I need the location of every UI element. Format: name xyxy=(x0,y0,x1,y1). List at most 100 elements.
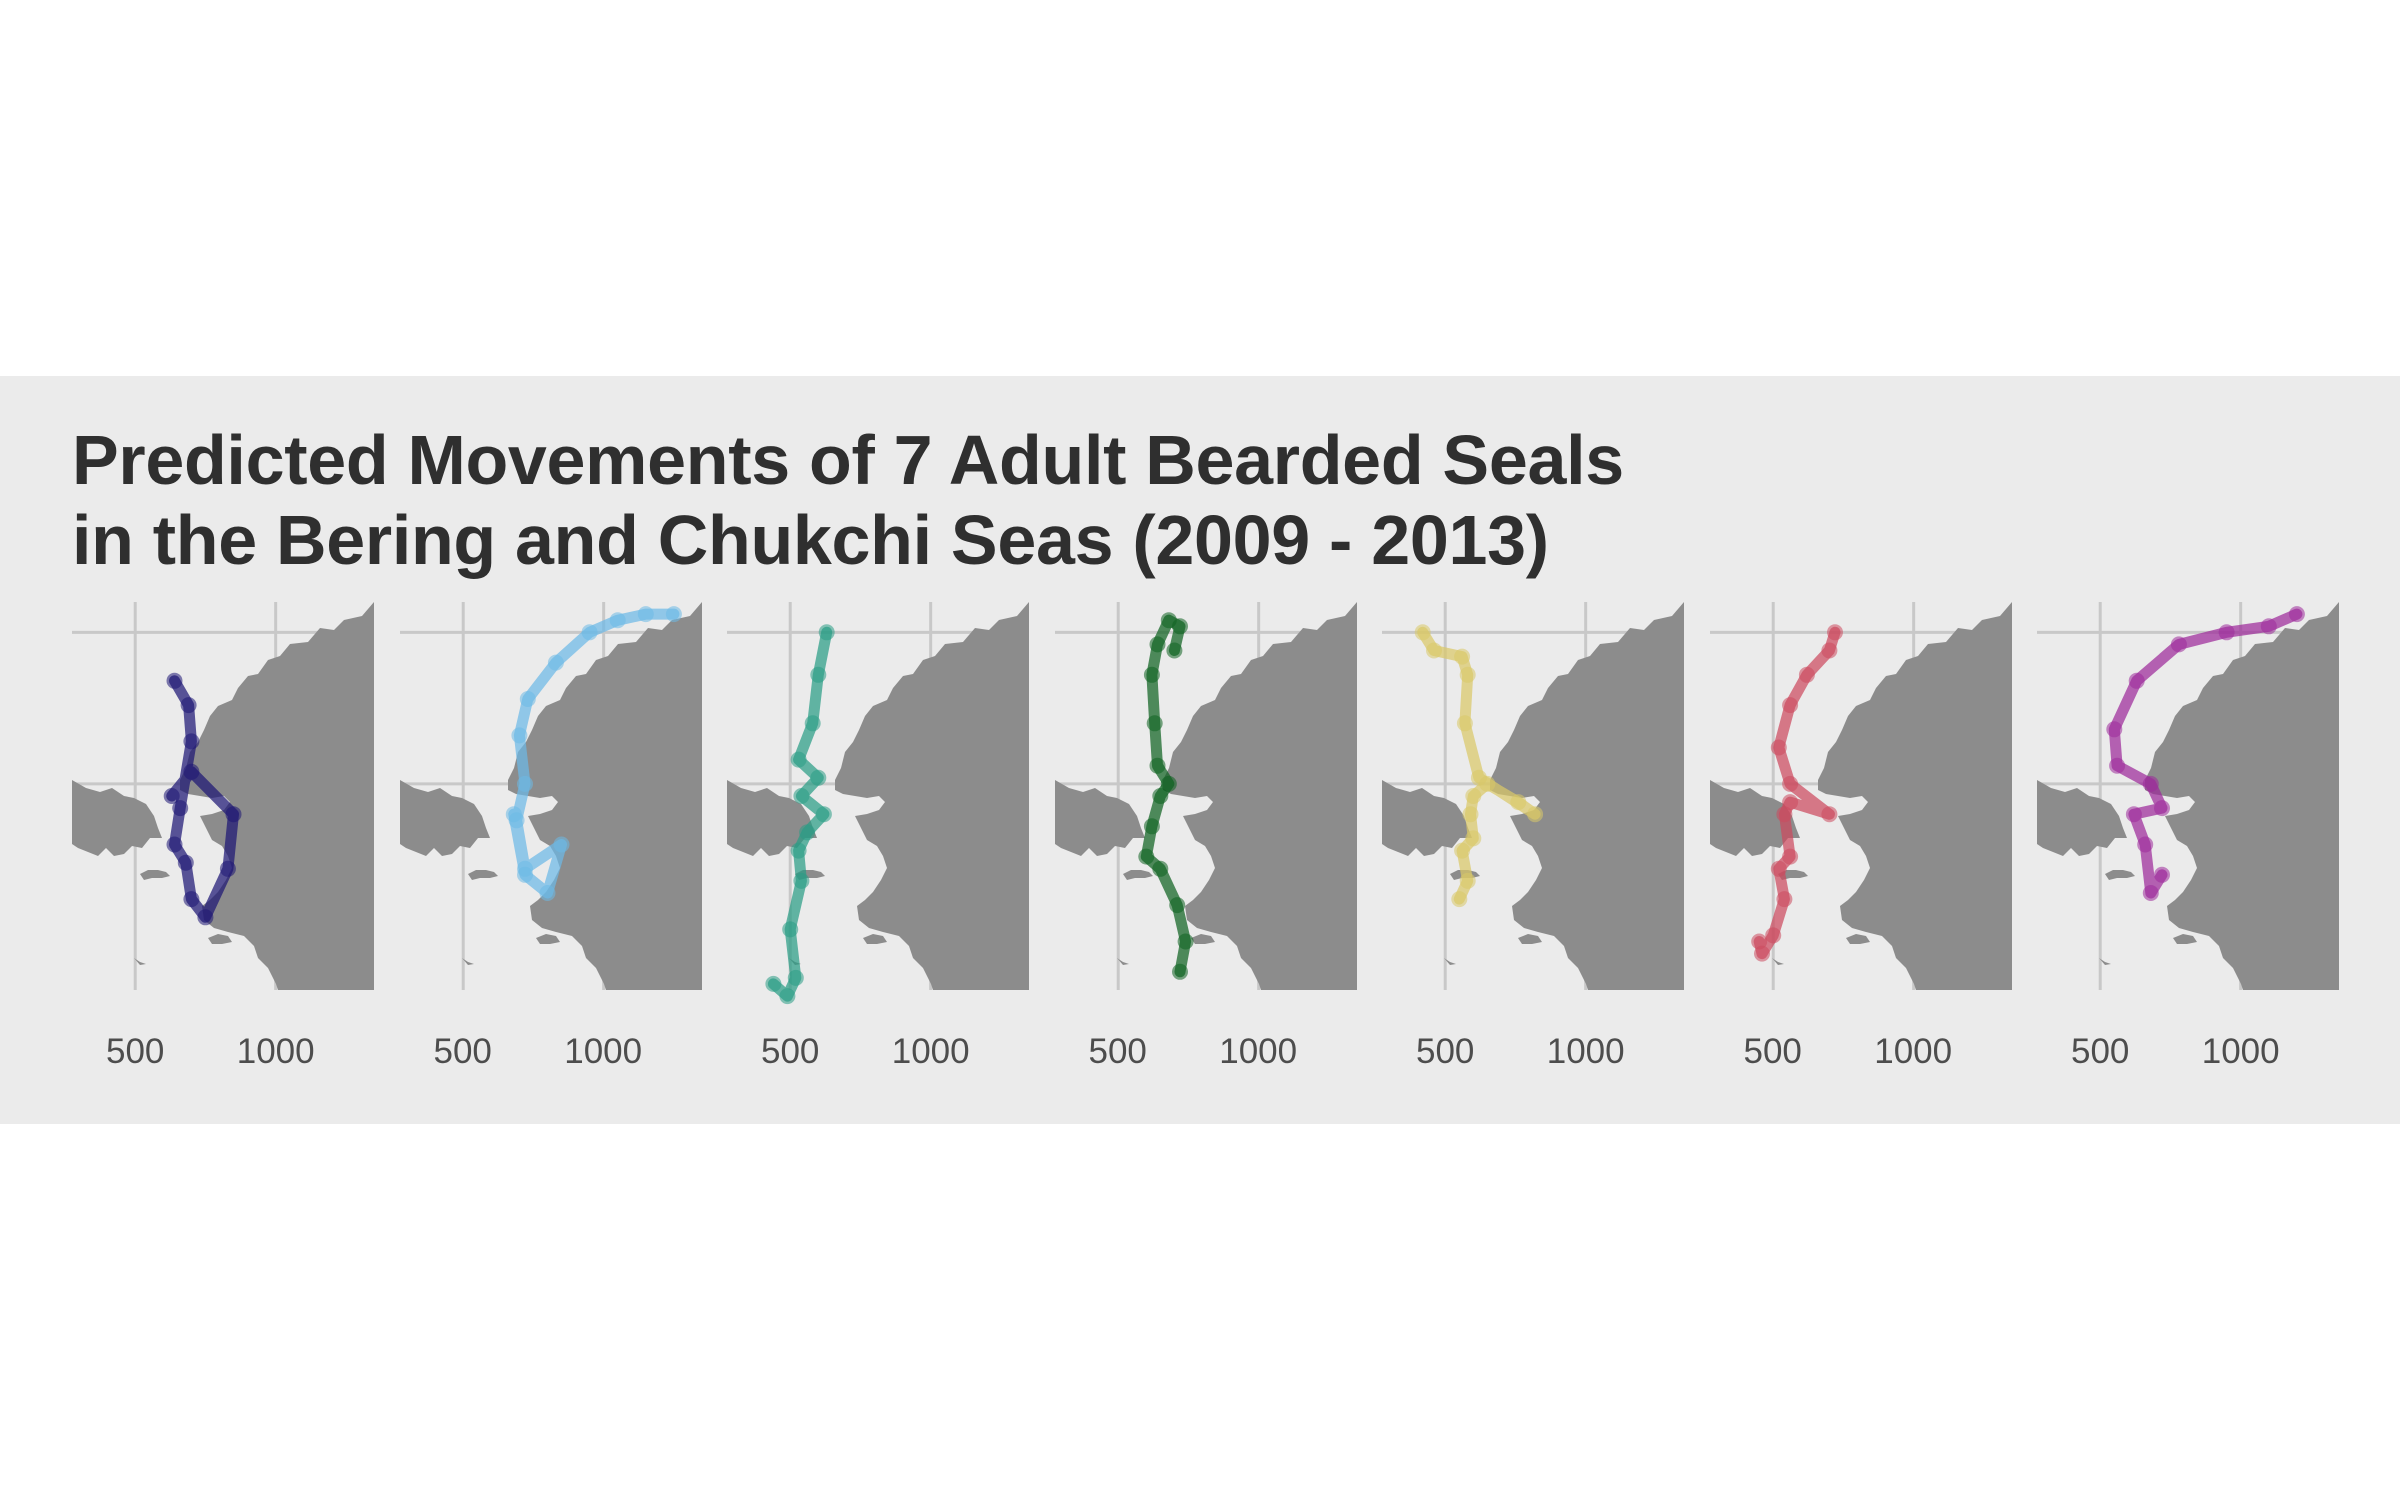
seal-location-point xyxy=(815,806,832,823)
islet-shape xyxy=(2173,934,2197,944)
seal-location-point xyxy=(2128,672,2145,689)
seal-location-point xyxy=(1462,806,1479,823)
chart-title-line-1: Predicted Movements of 7 Adult Bearded S… xyxy=(72,421,1624,499)
facet-panel-1 xyxy=(72,602,374,990)
islet-shape xyxy=(467,870,498,880)
seal-location-point xyxy=(1465,830,1482,847)
seal-location-point xyxy=(219,860,236,877)
island-shape xyxy=(1054,780,1145,856)
facet-map-5 xyxy=(1382,602,1684,990)
seal-track-6 xyxy=(1753,626,1840,960)
seal-location-point xyxy=(172,800,189,817)
x-tick-label: 500 xyxy=(1743,1032,1802,1071)
islet-shape xyxy=(208,934,232,944)
seal-location-point xyxy=(609,612,626,629)
mainland-shape xyxy=(180,602,374,990)
seal-location-point xyxy=(1764,927,1781,944)
seal-location-point xyxy=(765,975,782,992)
seal-location-point xyxy=(1820,642,1837,659)
islet-shape xyxy=(461,958,474,965)
seal-location-point xyxy=(810,769,827,786)
seal-location-point xyxy=(2142,885,2159,901)
seal-location-point xyxy=(790,842,807,859)
seal-location-point xyxy=(2109,757,2126,774)
seal-location-point xyxy=(547,654,564,671)
seal-location-point xyxy=(1143,818,1160,835)
seal-location-point xyxy=(787,969,804,986)
seal-location-point xyxy=(1146,715,1163,732)
mainland-shape xyxy=(1162,602,1357,990)
seal-location-point xyxy=(1149,757,1165,774)
seal-location-point xyxy=(1527,806,1544,823)
seal-location-point xyxy=(1137,848,1154,865)
seal-location-point xyxy=(1781,794,1798,811)
seal-location-point xyxy=(782,921,799,938)
mainland-shape xyxy=(1490,602,1684,990)
island-shape xyxy=(1382,780,1472,856)
seal-location-point xyxy=(2106,721,2123,738)
islet-shape xyxy=(1122,870,1153,880)
x-tick-label: 1000 xyxy=(564,1032,643,1071)
seal-location-point xyxy=(516,860,533,877)
seal-location-point xyxy=(2142,775,2159,792)
seal-location-point xyxy=(539,885,555,901)
facet-panel-3 xyxy=(727,602,1029,1005)
mainland-shape xyxy=(2145,602,2339,990)
seal-location-point xyxy=(1750,933,1767,950)
seal-location-point xyxy=(1770,860,1787,877)
facet-map-1 xyxy=(72,602,374,990)
seal-location-point xyxy=(1454,842,1471,859)
seal-location-point xyxy=(177,854,194,871)
islet-shape xyxy=(1845,934,1870,944)
seal-location-point xyxy=(1470,769,1487,786)
seal-location-point xyxy=(790,751,807,768)
seal-location-point xyxy=(1177,933,1194,950)
chart-title: Predicted Movements of 7 Adult Bearded S… xyxy=(72,420,1624,580)
seal-location-point xyxy=(2137,836,2154,853)
mainland-shape xyxy=(835,602,1029,990)
seal-location-point xyxy=(1465,788,1482,804)
seal-location-point xyxy=(1775,891,1792,908)
x-tick-label: 500 xyxy=(433,1032,492,1071)
seal-location-point xyxy=(1451,891,1468,908)
facet-panel-7 xyxy=(2037,602,2339,990)
seal-location-point xyxy=(2154,800,2170,817)
seal-location-point xyxy=(1775,806,1792,823)
seal-location-point xyxy=(2218,624,2235,641)
islet-shape xyxy=(1116,958,1129,965)
islet-shape xyxy=(1190,934,1215,944)
x-tick-label: 500 xyxy=(2071,1032,2130,1071)
seal-location-point xyxy=(1753,945,1770,962)
x-tick-label: 500 xyxy=(761,1032,820,1071)
seal-location-point xyxy=(2260,618,2277,635)
seal-location-point xyxy=(183,763,200,780)
island-shape xyxy=(1709,780,1800,856)
seal-location-point xyxy=(197,909,214,926)
x-tick-label: 1000 xyxy=(891,1032,970,1071)
facet-map-2 xyxy=(399,602,702,990)
mainland-shape xyxy=(507,602,702,990)
seal-location-point xyxy=(1781,848,1798,865)
seal-location-point xyxy=(225,806,242,823)
seal-location-point xyxy=(1798,666,1815,683)
seal-location-point xyxy=(665,606,682,623)
seal-location-point xyxy=(166,672,183,689)
seal-location-point xyxy=(793,872,810,889)
islet-shape xyxy=(1518,934,1542,944)
facet-panel-4 xyxy=(1054,602,1357,990)
seal-location-point xyxy=(1171,618,1188,635)
seal-location-point xyxy=(166,836,183,853)
seal-location-point xyxy=(1426,642,1442,659)
seal-location-point xyxy=(1165,642,1182,659)
seal-location-point xyxy=(163,788,180,804)
seal-location-point xyxy=(1456,715,1473,732)
seal-location-point xyxy=(1149,636,1165,653)
seal-location-point xyxy=(1510,794,1527,811)
x-tick-label: 1000 xyxy=(1874,1032,1953,1071)
facet-panels: 500 1000 500 1000 500 1000 500 1000 500 1000 500 10… xyxy=(0,376,2400,1124)
seal-location-point xyxy=(510,727,527,744)
seal-location-point xyxy=(1151,860,1168,877)
chart-title-line-2: in the Bering and Chukchi Seas (2009 - 2… xyxy=(72,501,1549,579)
seal-location-point xyxy=(1770,739,1787,756)
x-tick-label: 500 xyxy=(1088,1032,1147,1071)
